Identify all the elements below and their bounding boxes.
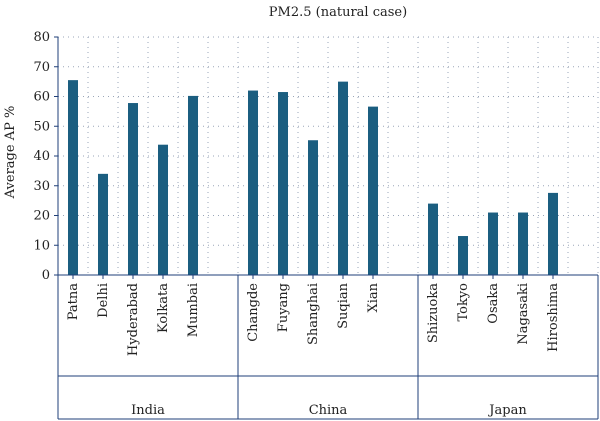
bar-suqian bbox=[338, 81, 348, 275]
category-label: Hiroshima bbox=[546, 283, 561, 352]
bar-hyderabad bbox=[128, 103, 138, 275]
category-label: Suqian bbox=[336, 282, 351, 329]
category-label: Shanghai bbox=[306, 283, 321, 345]
category-label: Xian bbox=[366, 282, 381, 312]
group-label: China bbox=[309, 403, 348, 418]
y-tick-label: 30 bbox=[33, 179, 50, 194]
bar-hiroshima bbox=[548, 192, 558, 275]
y-tick-label: 0 bbox=[42, 268, 50, 283]
category-label: Patna bbox=[66, 283, 81, 321]
y-tick-label: 40 bbox=[33, 149, 50, 164]
category-label: Nagasaki bbox=[516, 283, 531, 345]
bar-xian bbox=[368, 106, 378, 276]
bar-shizuoka bbox=[428, 203, 438, 275]
group-label: India bbox=[131, 403, 165, 418]
axes bbox=[54, 36, 599, 420]
bar-patna bbox=[68, 80, 78, 275]
category-label: Mumbai bbox=[186, 283, 201, 337]
grid-lines bbox=[58, 36, 599, 275]
bar-fuyang bbox=[278, 92, 288, 275]
y-tick-label: 60 bbox=[33, 90, 50, 105]
y-tick-label: 70 bbox=[33, 60, 50, 75]
category-label: Hyderabad bbox=[126, 283, 141, 356]
bar-delhi bbox=[98, 173, 108, 275]
y-tick-labels: 0 10 20 30 40 50 60 70 80 bbox=[33, 30, 50, 283]
category-label: Tokyo bbox=[456, 283, 471, 322]
category-labels: Patna Delhi Hyderabad Kolkata Mumbai Changde F… bbox=[66, 282, 561, 356]
category-label: Delhi bbox=[96, 283, 111, 318]
category-label: Changde bbox=[246, 283, 261, 342]
y-tick-label: 50 bbox=[33, 119, 50, 134]
bar-tokyo bbox=[458, 236, 468, 275]
y-tick-label: 20 bbox=[33, 209, 50, 224]
bar-changde bbox=[248, 90, 258, 275]
bars bbox=[68, 80, 558, 276]
category-label: Kolkata bbox=[156, 283, 171, 333]
chart-title: PM2.5 (natural case) bbox=[269, 5, 407, 20]
category-label: Osaka bbox=[486, 283, 501, 324]
bar-nagasaki bbox=[518, 212, 528, 275]
group-label: Japan bbox=[487, 403, 527, 418]
category-label: Fuyang bbox=[276, 283, 291, 332]
bar-kolkata bbox=[158, 144, 168, 275]
y-tick-label: 80 bbox=[33, 30, 50, 45]
bar-osaka bbox=[488, 212, 498, 275]
bar-shanghai bbox=[308, 140, 318, 275]
category-label: Shizuoka bbox=[426, 283, 441, 343]
y-axis-label: Average AP % bbox=[3, 106, 18, 200]
bar-mumbai bbox=[188, 95, 198, 275]
group-labels: India China Japan bbox=[131, 403, 527, 418]
y-tick-label: 10 bbox=[33, 238, 50, 253]
